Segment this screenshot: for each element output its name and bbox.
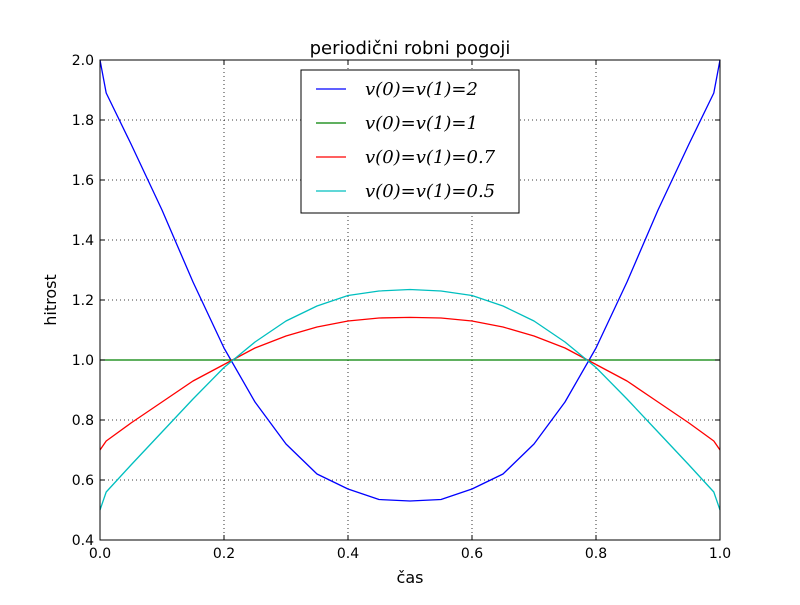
legend-box	[300, 69, 520, 214]
series-lines	[99, 59, 721, 511]
x-axis-label: čas	[397, 568, 424, 587]
y-tick-label: 0.6	[72, 473, 94, 489]
y-tick-label: 1.6	[72, 173, 94, 189]
x-tick-label: 0.2	[213, 546, 235, 562]
series-line-3	[99, 316, 721, 451]
x-tick-label: 0.6	[461, 546, 483, 562]
axis-ticks: 0.0 0.2 0.4 0.6 0.8 1.0 0.4 0.6 0.8 1.0 1.2 1.4 1.6 1…	[72, 53, 731, 562]
x-tick-label: 0.8	[585, 546, 607, 562]
y-tick-label: 0.4	[72, 533, 94, 549]
y-tick-label: 1.4	[72, 233, 94, 249]
legend-label-2: v(0)=v(1)=1	[365, 113, 478, 134]
y-tick-label: 1.0	[72, 353, 94, 369]
y-tick-label: 2.0	[72, 53, 94, 69]
series-line-1	[99, 59, 721, 502]
x-tick-label: 0.0	[89, 546, 111, 562]
x-tick-label: 1.0	[709, 546, 731, 562]
chart-title: periodični robni pogoji	[310, 38, 511, 59]
y-tick-label: 1.8	[72, 113, 94, 129]
legend-label-4: v(0)=v(1)=0.5	[365, 181, 495, 202]
y-tick-label: 0.8	[72, 413, 94, 429]
series-line-4	[99, 288, 721, 511]
legend-label-1: v(0)=v(1)=2	[365, 79, 478, 100]
y-axis-label: hitrost	[41, 274, 60, 325]
x-tick-label: 0.4	[337, 546, 359, 562]
y-tick-label: 1.2	[72, 293, 94, 309]
legend-label-3: v(0)=v(1)=0.7	[365, 147, 496, 168]
legend: v(0)=v(1)=2 v(0)=v(1)=1 v(0)=v(1)=0.7 v(0)=…	[300, 69, 520, 214]
